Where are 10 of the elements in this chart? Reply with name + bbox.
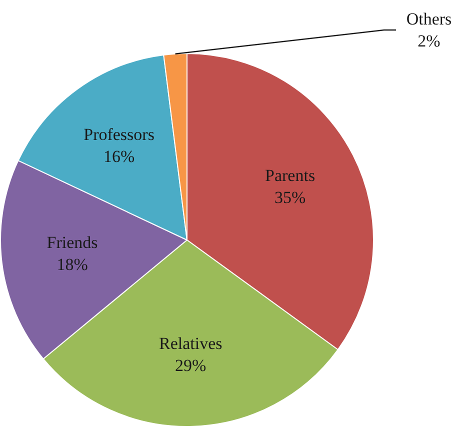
data-label: 16% [103,146,135,166]
slice-label: Professors [84,124,154,144]
data-label: 2% [418,31,440,50]
data-label: 35% [274,188,306,207]
slice-label: Parents [265,166,316,185]
data-label: 18% [56,254,88,274]
slice-label: Relatives [159,334,222,354]
slice-label: Friends [46,232,98,252]
slice-label: Others [406,9,452,28]
data-label: 29% [175,356,206,376]
